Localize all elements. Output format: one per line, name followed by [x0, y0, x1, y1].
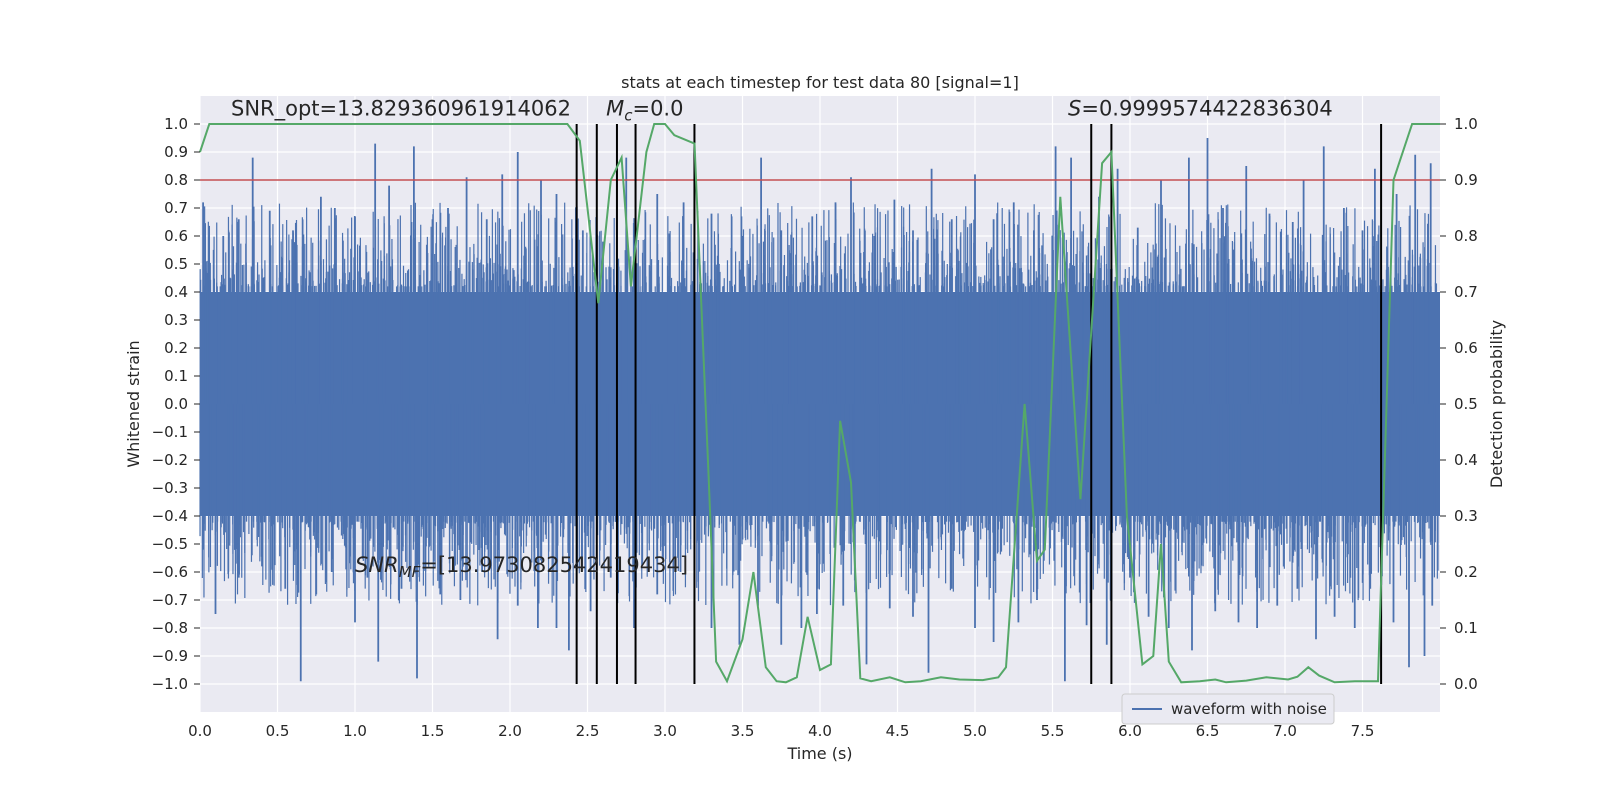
- annotations: SNR_opt=13.829360961914062 Mc=0.0 S=0.9999…: [231, 97, 1333, 581]
- legend-label: waveform with noise: [1171, 700, 1327, 718]
- x-tick-label-14: 7.0: [1273, 722, 1297, 740]
- annotation-2: S=0.9999574422836304: [1068, 97, 1333, 121]
- x-tick-label-8: 4.0: [808, 722, 832, 740]
- y-tick-label-1: 0.9: [164, 143, 188, 161]
- y-tick-label-2: 0.8: [164, 171, 188, 189]
- y-tick-label-11: −0.1: [152, 423, 188, 441]
- x-tick-label-12: 6.0: [1118, 722, 1142, 740]
- annotation-0: SNR_opt=13.829360961914062: [231, 97, 571, 122]
- y2-tick-label-0: 1.0: [1454, 115, 1478, 133]
- y-axis-label: Whitened strain: [124, 340, 143, 467]
- y-tick-label-13: −0.3: [152, 479, 188, 497]
- legend-frame: [1121, 693, 1335, 725]
- x-tick-label-15: 7.5: [1351, 722, 1375, 740]
- x-axis-ticks: 0.0 0.5 1.0 1.5 2.0 2.5 3.0 3.5 4.0 4.5 5.0 5.5 6.0 6…: [188, 722, 1374, 740]
- y-tick-label-4: 0.6: [164, 227, 188, 245]
- y-tick-label-14: −0.4: [152, 507, 188, 525]
- x-tick-label-6: 3.0: [653, 722, 677, 740]
- x-tick-label-10: 5.0: [963, 722, 987, 740]
- x-tick-label-13: 6.5: [1196, 722, 1220, 740]
- y-tick-label-16: −0.6: [152, 563, 188, 581]
- y-tick-label-9: 0.1: [164, 367, 188, 385]
- y2-tick-label-2: 0.8: [1454, 227, 1478, 245]
- legend: waveform with noise: [1121, 693, 1335, 725]
- y2-tick-label-3: 0.7: [1454, 283, 1478, 301]
- y2-axis-ticks: 1.0 0.9 0.8 0.7 0.6 0.5 0.4 0.3 0.2 0.1 0.0: [1440, 115, 1478, 693]
- y2-tick-label-9: 0.1: [1454, 619, 1478, 637]
- y-tick-label-3: 0.7: [164, 199, 188, 217]
- y-tick-label-20: −1.0: [152, 675, 188, 693]
- y2-tick-label-6: 0.4: [1454, 451, 1478, 469]
- y2-tick-label-4: 0.6: [1454, 339, 1478, 357]
- y-tick-label-10: 0.0: [164, 395, 188, 413]
- y-tick-label-15: −0.5: [152, 535, 188, 553]
- x-tick-label-4: 2.0: [498, 722, 522, 740]
- y-tick-label-8: 0.2: [164, 339, 188, 357]
- x-tick-label-7: 3.5: [731, 722, 755, 740]
- y2-tick-label-10: 0.0: [1454, 675, 1478, 693]
- x-tick-label-1: 0.5: [266, 722, 290, 740]
- annotation-1: Mc=0.0: [606, 97, 683, 125]
- annotation-3: SNRMF=[13.973082542419434]: [355, 553, 688, 581]
- x-tick-label-3: 1.5: [421, 722, 445, 740]
- y2-tick-label-1: 0.9: [1454, 171, 1478, 189]
- chart-title: stats at each timestep for test data 80 …: [621, 73, 1019, 92]
- probability-series: [199, 123, 1440, 684]
- y-tick-label-17: −0.7: [152, 591, 188, 609]
- y-tick-label-0: 1.0: [164, 115, 188, 133]
- y-axis-ticks: 1.0 0.9 0.8 0.7 0.6 0.5 0.4 0.3 0.2 0.1 0.0 −0.1 −0.…: [152, 115, 200, 693]
- probability-line: [199, 123, 1440, 684]
- y-tick-label-18: −0.8: [152, 619, 188, 637]
- x-axis-label: Time (s): [786, 744, 852, 763]
- x-tick-label-11: 5.5: [1041, 722, 1065, 740]
- x-tick-label-9: 4.5: [886, 722, 910, 740]
- y-tick-label-5: 0.5: [164, 255, 188, 273]
- y-tick-label-6: 0.4: [164, 283, 188, 301]
- y-tick-label-7: 0.3: [164, 311, 188, 329]
- y-tick-label-19: −0.9: [152, 647, 188, 665]
- x-tick-label-0: 0.0: [188, 722, 212, 740]
- vertical-markers: [575, 124, 1383, 684]
- y2-tick-label-8: 0.2: [1454, 563, 1478, 581]
- y-tick-label-12: −0.2: [152, 451, 188, 469]
- x-tick-label-5: 2.5: [576, 722, 600, 740]
- y2-tick-label-7: 0.3: [1454, 507, 1478, 525]
- x-tick-label-2: 1.0: [343, 722, 367, 740]
- y2-axis-label: Detection probability: [1487, 320, 1506, 488]
- y2-tick-label-5: 0.5: [1454, 395, 1478, 413]
